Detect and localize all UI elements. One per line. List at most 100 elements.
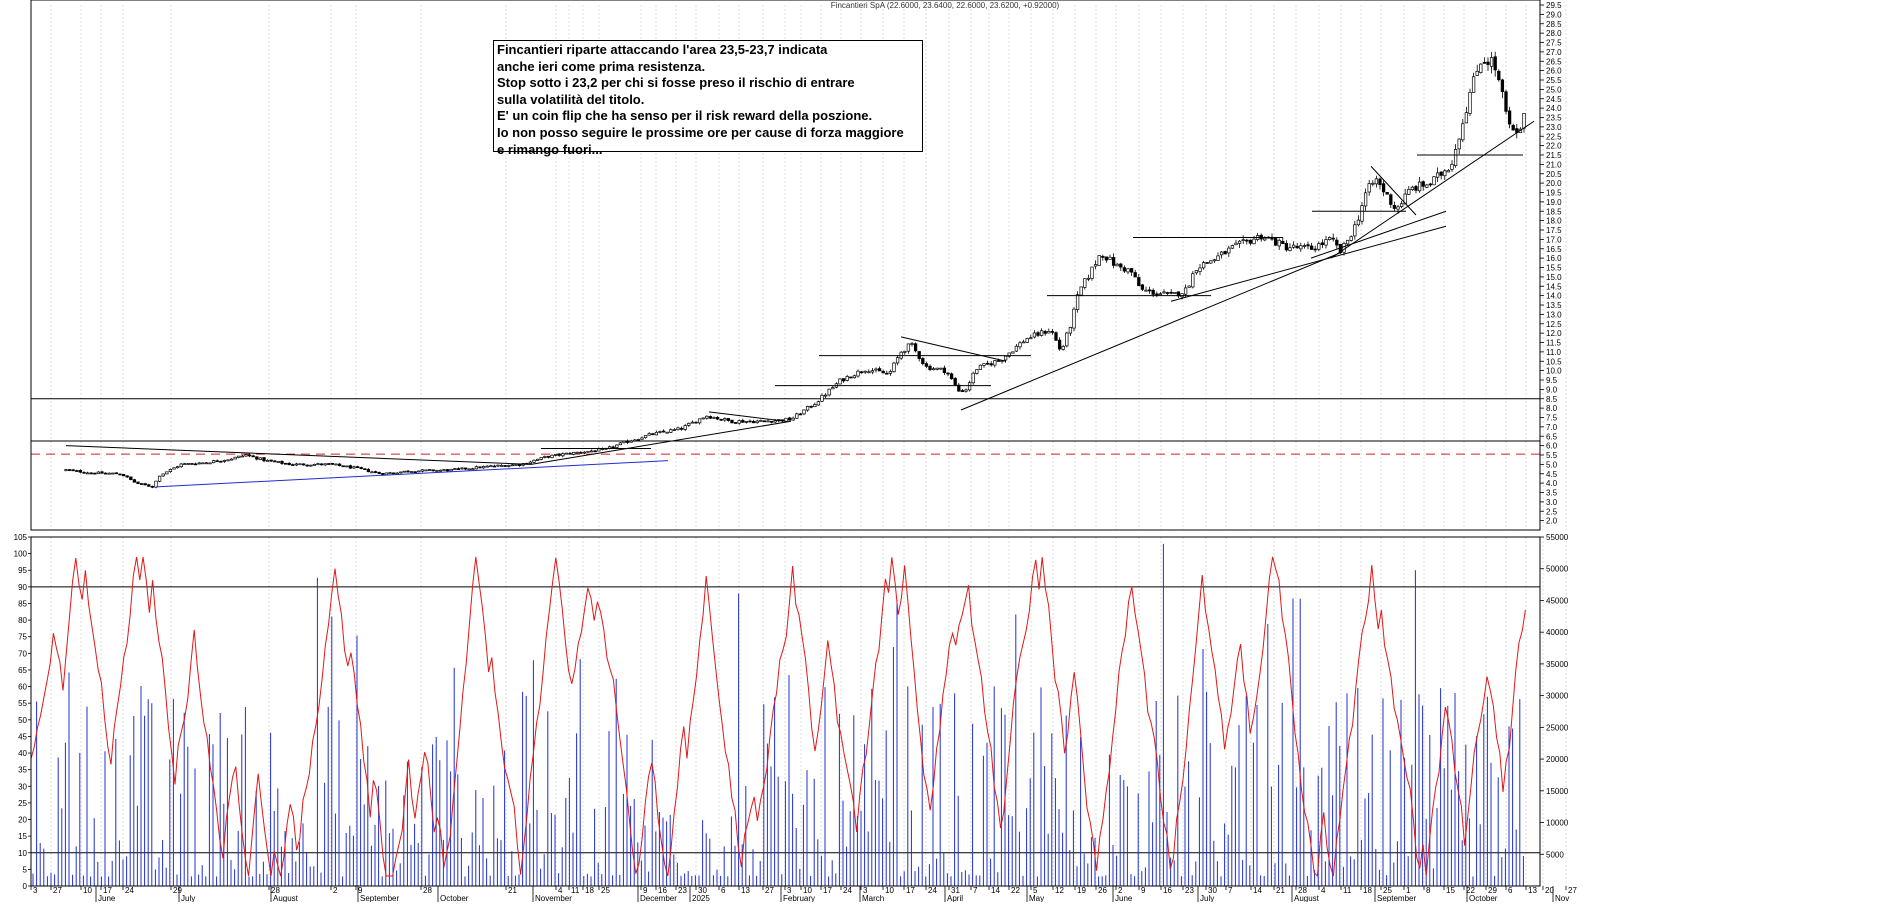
candle-body <box>89 472 93 475</box>
candle-body <box>298 463 302 466</box>
candle-body <box>1075 294 1080 310</box>
candle-body <box>957 384 961 392</box>
price-ytick-label: 18.5 <box>1546 207 1562 216</box>
trendline-13 <box>1310 210 1447 259</box>
x-day-tick-label: 30 <box>698 886 707 895</box>
candle-body <box>489 465 493 468</box>
candle-body <box>312 464 317 466</box>
candle-body <box>1327 237 1332 241</box>
candle-body <box>111 472 115 475</box>
price-ytick-label: 8.5 <box>1546 395 1558 404</box>
candle-body <box>672 429 677 431</box>
candle-body <box>1227 247 1231 254</box>
price-ytick-label: 22.5 <box>1546 132 1562 141</box>
candle-body <box>337 463 342 466</box>
x-day-tick-label: 4 <box>1321 886 1326 895</box>
candle-body <box>1435 172 1440 178</box>
candle-body <box>345 465 349 468</box>
candle-body <box>975 369 979 374</box>
x-day-tick-label: 20 <box>1545 886 1554 895</box>
candle-body <box>964 389 968 392</box>
candle-body <box>575 451 579 454</box>
x-day-tick-label: 10 <box>803 886 812 895</box>
price-ytick-label: 26.5 <box>1546 57 1562 66</box>
candle-body <box>852 375 857 379</box>
candle-body <box>237 455 241 458</box>
price-ytick-label: 9.5 <box>1546 376 1558 385</box>
candle-body <box>1039 330 1044 336</box>
x-day-tick-label: 17 <box>823 886 832 895</box>
candle-body <box>769 420 774 423</box>
candle-body <box>867 371 871 374</box>
candle-body <box>877 368 882 372</box>
oscillator-ytick-label: 20 <box>18 816 27 825</box>
x-day-tick-label: 12 <box>1055 886 1064 895</box>
x-day-tick-label: 9 <box>358 886 363 895</box>
candle-body <box>798 413 803 416</box>
x-day-tick-label: 28 <box>1298 886 1307 895</box>
x-day-tick-label: 15 <box>1446 886 1455 895</box>
x-day-tick-label: 25 <box>1383 886 1392 895</box>
candle-body <box>1129 268 1134 273</box>
candle-body <box>1273 238 1278 246</box>
candle-body <box>892 362 896 373</box>
candle-body <box>319 463 324 466</box>
candle-body <box>179 463 183 468</box>
candle-body <box>1446 170 1451 173</box>
annotation-line-3: Stop sotto i 23,2 per chi si fosse preso… <box>497 75 855 91</box>
candle-body <box>463 467 468 470</box>
x-day-tick-label: 22 <box>1011 886 1020 895</box>
price-ytick-label: 6.0 <box>1546 442 1558 451</box>
candle-body <box>107 472 111 475</box>
candle-body <box>571 451 576 455</box>
price-ytick-label: 7.0 <box>1546 423 1558 432</box>
x-day-tick-label: 17 <box>103 886 112 895</box>
x-day-tick-label: 6 <box>1508 886 1513 895</box>
x-day-tick-label: 29 <box>1488 886 1497 895</box>
price-ytick-label: 15.5 <box>1546 264 1562 273</box>
candle-body <box>809 405 813 408</box>
price-ytick-label: 16.0 <box>1546 254 1562 263</box>
candle-body <box>928 365 932 371</box>
price-ytick-label: 10.0 <box>1546 367 1562 376</box>
x-month-label: December <box>640 894 677 902</box>
x-day-tick-label: 21 <box>1276 886 1285 895</box>
x-day-tick-label: 8 <box>1426 886 1431 895</box>
candle-body <box>150 485 155 488</box>
price-ytick-label: 12.0 <box>1546 329 1562 338</box>
x-day-tick-label: 9 <box>1141 886 1146 895</box>
candle-body <box>1443 170 1447 177</box>
candle-body <box>1086 277 1091 280</box>
oscillator-ytick-label: 35 <box>18 766 27 775</box>
x-day-tick-label: 5 <box>1033 886 1038 895</box>
candle-body <box>388 472 392 475</box>
candle-body <box>870 370 875 373</box>
candle-body <box>1083 278 1087 288</box>
volume-ytick-label: 45000 <box>1546 596 1569 605</box>
annotation-line-7: e rimango fuori... <box>497 141 603 157</box>
candle-body <box>478 466 482 469</box>
candle-body <box>1237 240 1242 244</box>
candle-body <box>1201 262 1206 269</box>
x-month-label: June <box>98 894 116 902</box>
x-month-label: July <box>181 894 195 902</box>
candle-body <box>625 440 630 443</box>
candle-body <box>1277 239 1281 247</box>
candle-body <box>1281 240 1285 244</box>
price-ytick-label: 7.5 <box>1546 414 1558 423</box>
candle-body <box>705 415 709 419</box>
annotation-line-5: E' un coin flip che ha senso per il risk… <box>497 108 873 124</box>
candle-body <box>589 450 594 453</box>
candle-body <box>636 439 641 441</box>
x-day-tick-label: 23 <box>1185 886 1194 895</box>
price-ytick-label: 19.5 <box>1546 189 1562 198</box>
price-ytick-label: 13.5 <box>1546 301 1562 310</box>
candle-body <box>255 456 259 460</box>
candle-body <box>1043 331 1047 334</box>
volume-panel-frame <box>30 536 1541 887</box>
x-day-tick-label: 7 <box>973 886 978 895</box>
candle-body <box>445 469 450 472</box>
candle-body <box>1245 239 1249 242</box>
volume-ytick-label: 25000 <box>1546 723 1569 732</box>
price-ytick-label: 25.5 <box>1546 76 1562 85</box>
